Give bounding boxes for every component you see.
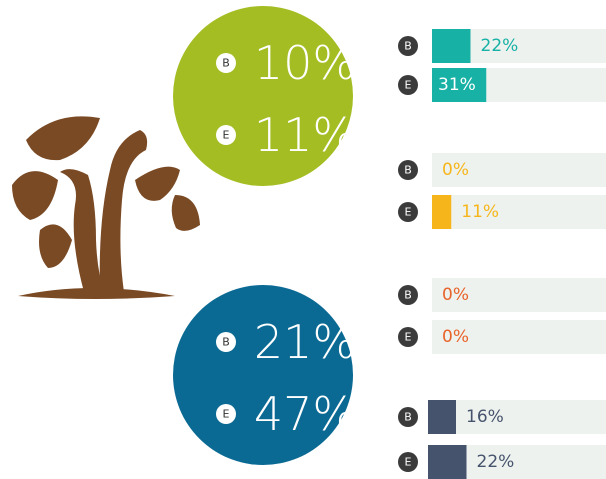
bar-label: 22%: [481, 36, 519, 56]
marker: E: [223, 129, 230, 142]
bar: [428, 400, 456, 434]
marker: E: [223, 408, 230, 421]
bar: [428, 445, 467, 479]
bar-track: [432, 195, 606, 229]
bar-label: 0%: [442, 327, 469, 347]
marker: E: [405, 456, 412, 469]
bar: [432, 29, 471, 63]
marker: B: [404, 164, 412, 177]
marker: B: [404, 411, 412, 424]
marker-dot: [398, 327, 418, 347]
bar-track: [428, 400, 606, 434]
marker-dot: [398, 75, 418, 95]
value: 11%: [254, 108, 356, 162]
marker-dot: [398, 407, 418, 427]
value: 10%: [254, 36, 356, 90]
bar: [432, 195, 452, 229]
marker: B: [404, 289, 412, 302]
marker-dot: [398, 36, 418, 56]
marker: E: [405, 79, 412, 92]
marker: E: [405, 206, 412, 219]
marker-dot: [398, 202, 418, 222]
bar-track: [432, 278, 606, 312]
bar-track: [432, 320, 606, 354]
bar-label: 31%: [438, 75, 476, 95]
marker-dot: [398, 160, 418, 180]
marker-dot: [216, 332, 236, 352]
bar-track: [432, 153, 606, 187]
marker-dot: [216, 53, 236, 73]
bar-label: 0%: [442, 285, 469, 305]
bar-label: 0%: [442, 160, 469, 180]
marker: B: [222, 57, 230, 70]
marker-dot: [398, 285, 418, 305]
marker: B: [222, 336, 230, 349]
marker: E: [405, 331, 412, 344]
marker: B: [404, 40, 412, 53]
marker-dot: [216, 125, 236, 145]
marker-dot: [398, 452, 418, 472]
value: 47%: [254, 387, 356, 441]
plant-icon: [12, 116, 200, 299]
bar-label: 22%: [477, 452, 515, 472]
marker-dot: [216, 404, 236, 424]
bar-label: 11%: [461, 202, 499, 222]
bar: [432, 68, 487, 102]
bar-label: 16%: [466, 407, 504, 427]
value: 21%: [254, 315, 356, 369]
